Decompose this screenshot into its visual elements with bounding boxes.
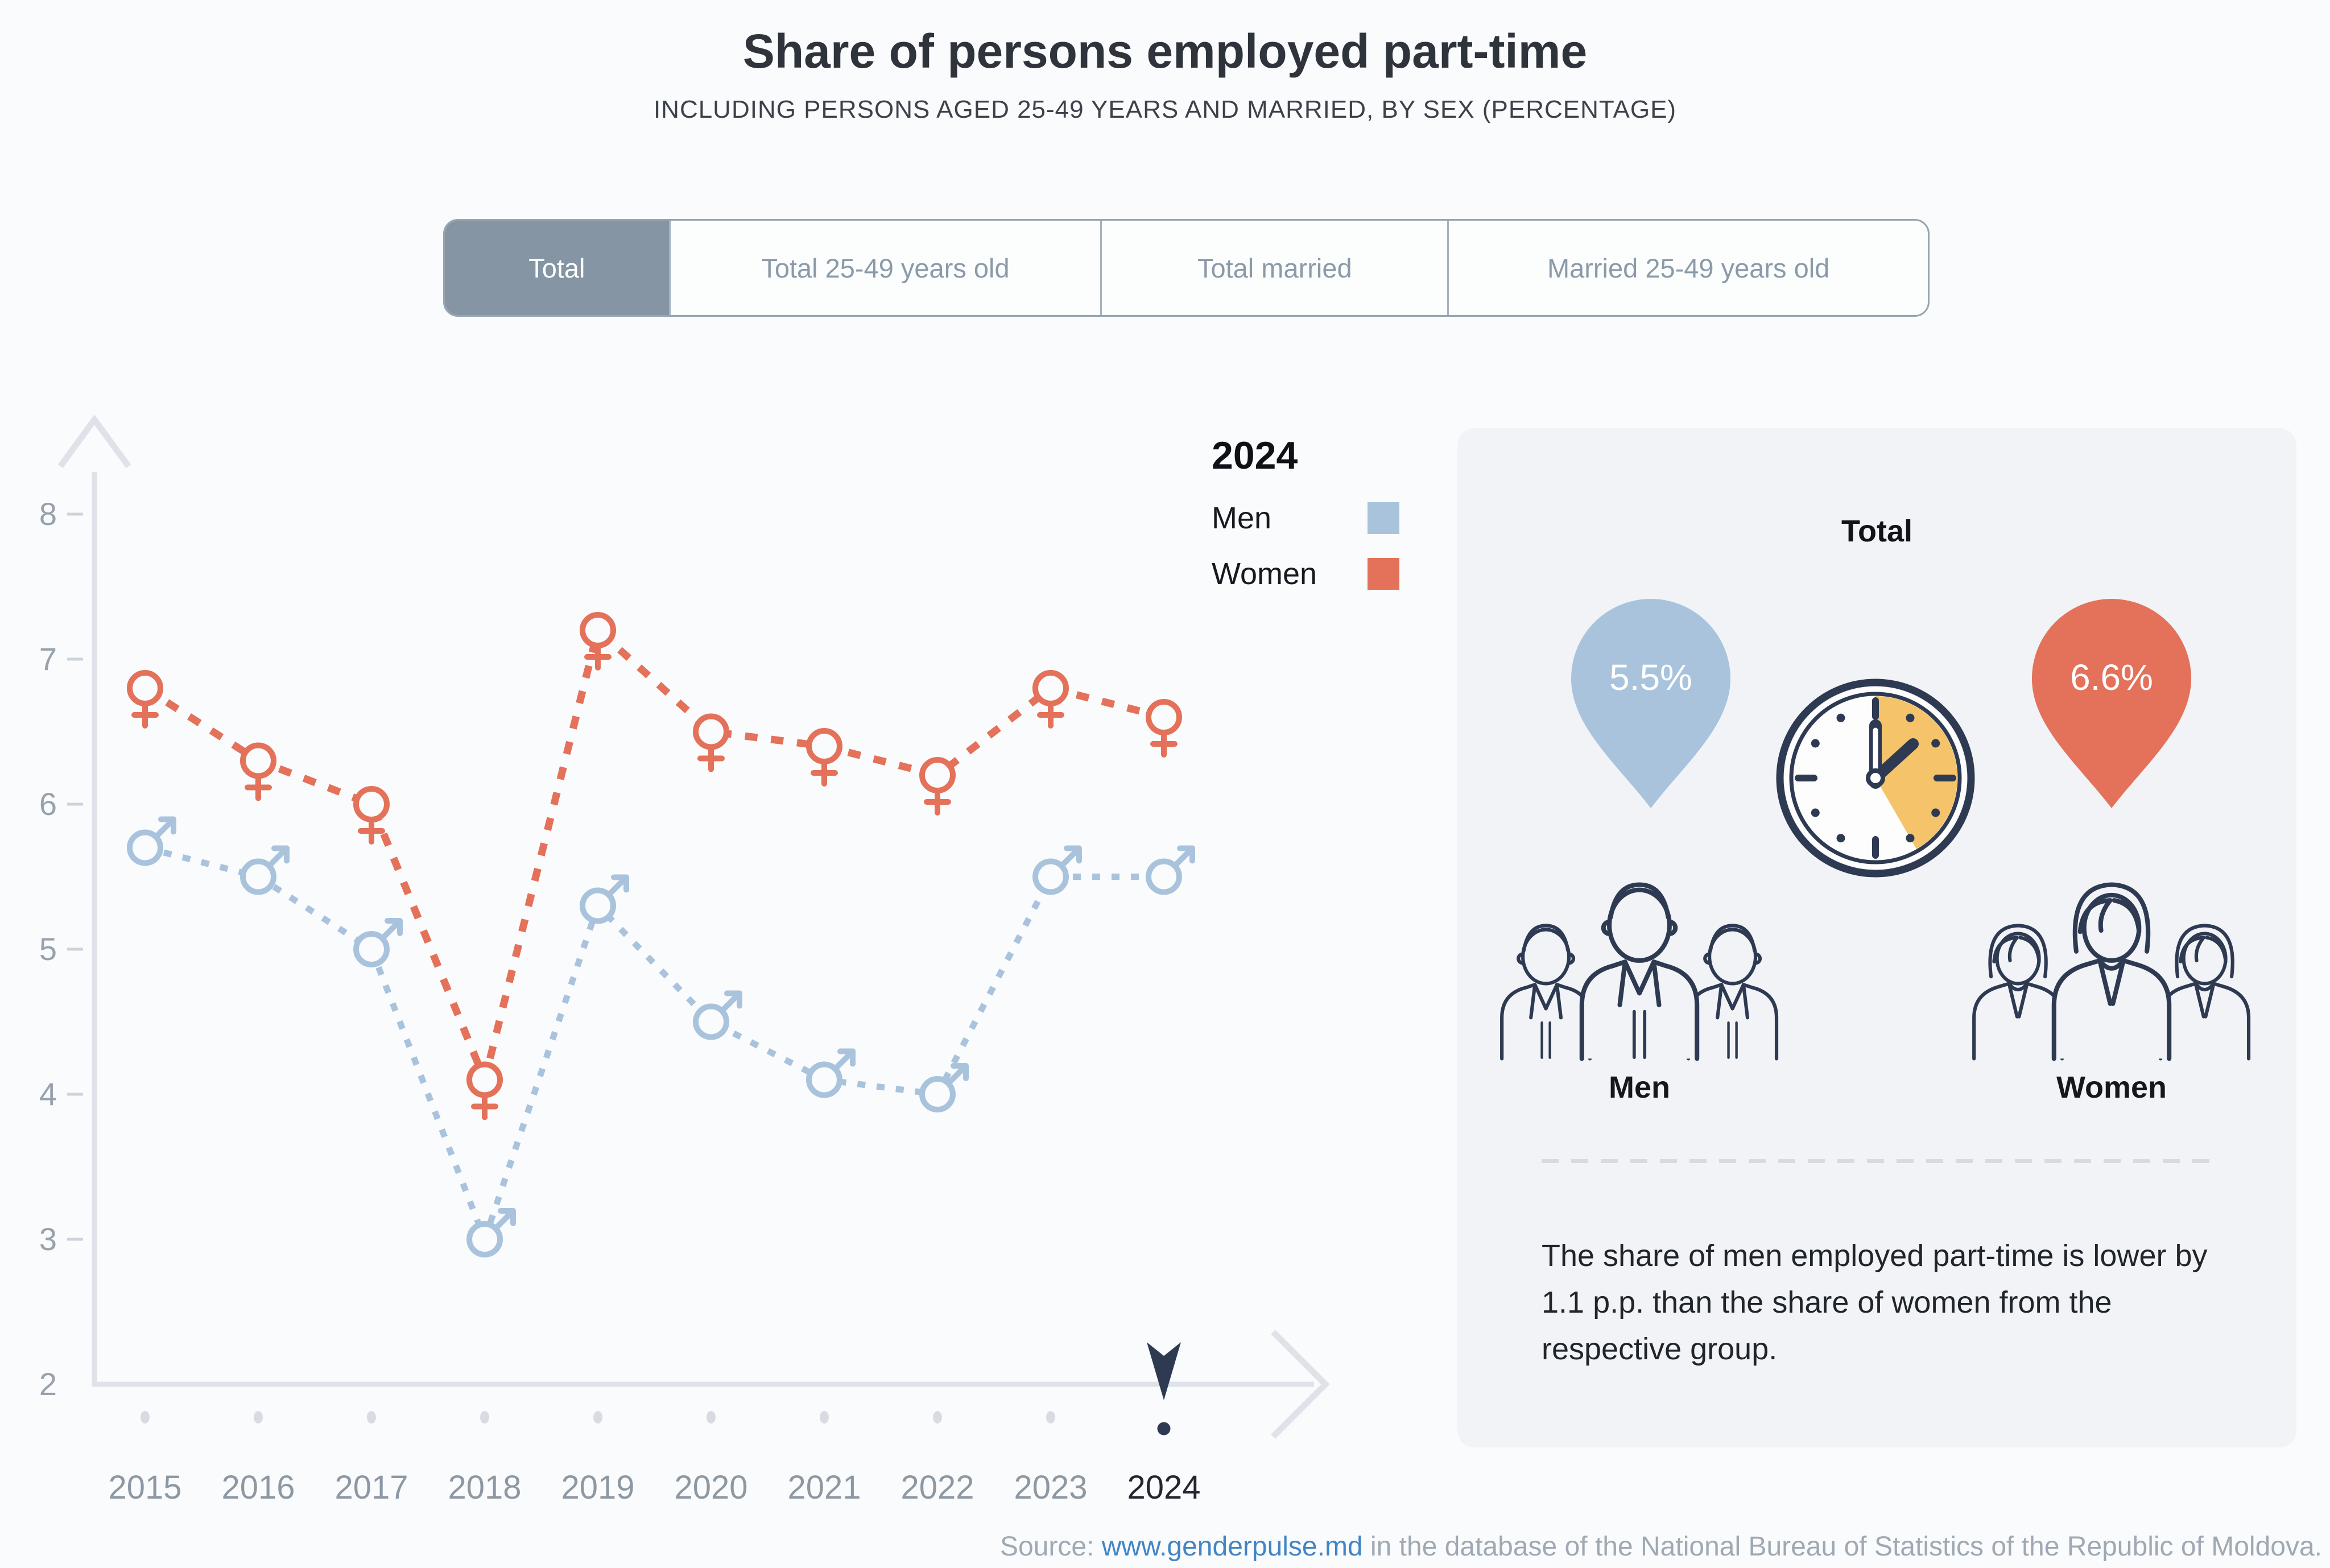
- selected-year-marker[interactable]: [1147, 1342, 1181, 1435]
- panel-description: The share of men employed part-time is l…: [1542, 1239, 2208, 1367]
- x-year-label-2017[interactable]: 2017: [334, 1469, 408, 1506]
- summary-panel: Total 5.5%: [1457, 428, 2296, 1447]
- year-dot: [593, 1411, 602, 1424]
- x-year-label-2019[interactable]: 2019: [561, 1469, 634, 1506]
- y-tick-label: 4: [39, 1076, 57, 1112]
- y-tick-label: 6: [39, 786, 57, 822]
- chart-legend: 2024 Men Women: [1212, 433, 1399, 591]
- male-marker-2020: [693, 990, 742, 1040]
- women-value-pin: 6.6%: [2032, 599, 2191, 808]
- y-tick-label: 2: [39, 1366, 57, 1402]
- women-value: 6.6%: [2070, 657, 2153, 698]
- female-marker-2023: [1032, 670, 1069, 729]
- female-marker-2016: [240, 742, 276, 801]
- male-marker-2018: [466, 1208, 516, 1257]
- year-dot: [254, 1411, 263, 1424]
- x-year-label-2015[interactable]: 2015: [108, 1469, 181, 1506]
- legend-row-men: Men: [1212, 501, 1399, 535]
- male-marker-2015: [127, 816, 176, 866]
- female-marker-2021: [806, 728, 842, 787]
- year-dot: [1046, 1411, 1055, 1424]
- clock-icon: [1776, 678, 1975, 878]
- x-year-label-2020[interactable]: 2020: [674, 1469, 747, 1506]
- legend-label-men: Men: [1212, 501, 1272, 535]
- x-year-label-2023[interactable]: 2023: [1014, 1469, 1087, 1506]
- page-title: Share of persons employed part-time: [742, 24, 1588, 78]
- female-marker-2024: [1146, 699, 1182, 758]
- female-marker-2018: [466, 1061, 503, 1120]
- male-marker-2024: [1146, 845, 1195, 895]
- year-dot: [480, 1411, 489, 1424]
- source-line: Source: www.genderpulse.md in the databa…: [1000, 1531, 2322, 1562]
- year-dot: [141, 1411, 150, 1424]
- x-year-label-2024[interactable]: 2024: [1127, 1469, 1200, 1506]
- men-value-pin: 5.5%: [1571, 599, 1730, 808]
- year-dot: [707, 1411, 716, 1424]
- tab-total-married[interactable]: Total married: [1100, 221, 1447, 315]
- legend-year: 2024: [1212, 434, 1298, 477]
- x-year-label-2021[interactable]: 2021: [787, 1469, 861, 1506]
- male-marker-2019: [580, 874, 629, 924]
- male-marker-2023: [1032, 845, 1082, 895]
- tab-married-25-49-years-old[interactable]: Married 25-49 years old: [1447, 221, 1928, 315]
- women-group-label: Women: [2056, 1070, 2167, 1104]
- female-marker-2020: [693, 713, 729, 772]
- male-marker-2021: [806, 1048, 856, 1098]
- female-marker-2015: [127, 670, 163, 729]
- x-year-label-2022[interactable]: 2022: [900, 1469, 974, 1506]
- male-marker-2016: [240, 845, 290, 895]
- women-group-icon: [1952, 849, 2271, 1065]
- tab-bar: Total Total 25-49 years old Total married M…: [443, 219, 1930, 317]
- source-rest: in the database of the National Bureau o…: [1362, 1532, 2322, 1562]
- legend-label-women: Women: [1212, 557, 1317, 591]
- legend-rows: Men Women: [1212, 501, 1399, 591]
- male-marker-2017: [353, 918, 403, 967]
- y-tick-label: 3: [39, 1221, 57, 1257]
- source-link[interactable]: www.genderpulse.md: [1101, 1532, 1363, 1562]
- men-group-icon: [1480, 849, 1799, 1065]
- source-label: Source:: [999, 1532, 1094, 1562]
- year-dot: [820, 1411, 829, 1424]
- y-tick-label: 5: [39, 931, 57, 967]
- y-tick-label: 7: [39, 641, 57, 677]
- men-series-line: [144, 845, 1164, 1249]
- dashed-divider: [1542, 1159, 2216, 1163]
- y-tick-label: 8: [39, 496, 57, 532]
- men-value: 5.5%: [1609, 657, 1692, 698]
- year-dot: [933, 1411, 942, 1424]
- year-dot: [367, 1411, 376, 1424]
- female-marker-2017: [353, 786, 390, 845]
- x-year-label-2016[interactable]: 2016: [221, 1469, 295, 1506]
- women-color-swatch: [1368, 558, 1399, 590]
- part-time-share-chart: 2 3 4 5 6 7 8 2015 2016 2017 2018 2019 2020 2021 2022 2…: [39, 414, 1330, 1506]
- tab-total[interactable]: Total: [445, 221, 669, 315]
- male-marker-2022: [919, 1063, 969, 1112]
- men-color-swatch: [1368, 502, 1399, 534]
- female-marker-2022: [919, 757, 956, 816]
- female-marker-2019: [580, 612, 616, 671]
- men-group-label: Men: [1609, 1070, 1670, 1104]
- women-series-line: [143, 623, 1165, 1092]
- tab-total-25-49-years-old[interactable]: Total 25-49 years old: [668, 221, 1101, 315]
- panel-title: Total: [1841, 514, 1912, 548]
- page-subtitle: INCLUDING PERSONS AGED 25-49 YEARS AND M…: [653, 96, 1677, 123]
- x-year-label-2018[interactable]: 2018: [448, 1469, 521, 1506]
- axes: 2 3 4 5 6 7 8: [39, 414, 1330, 1439]
- legend-row-women: Women: [1212, 557, 1399, 591]
